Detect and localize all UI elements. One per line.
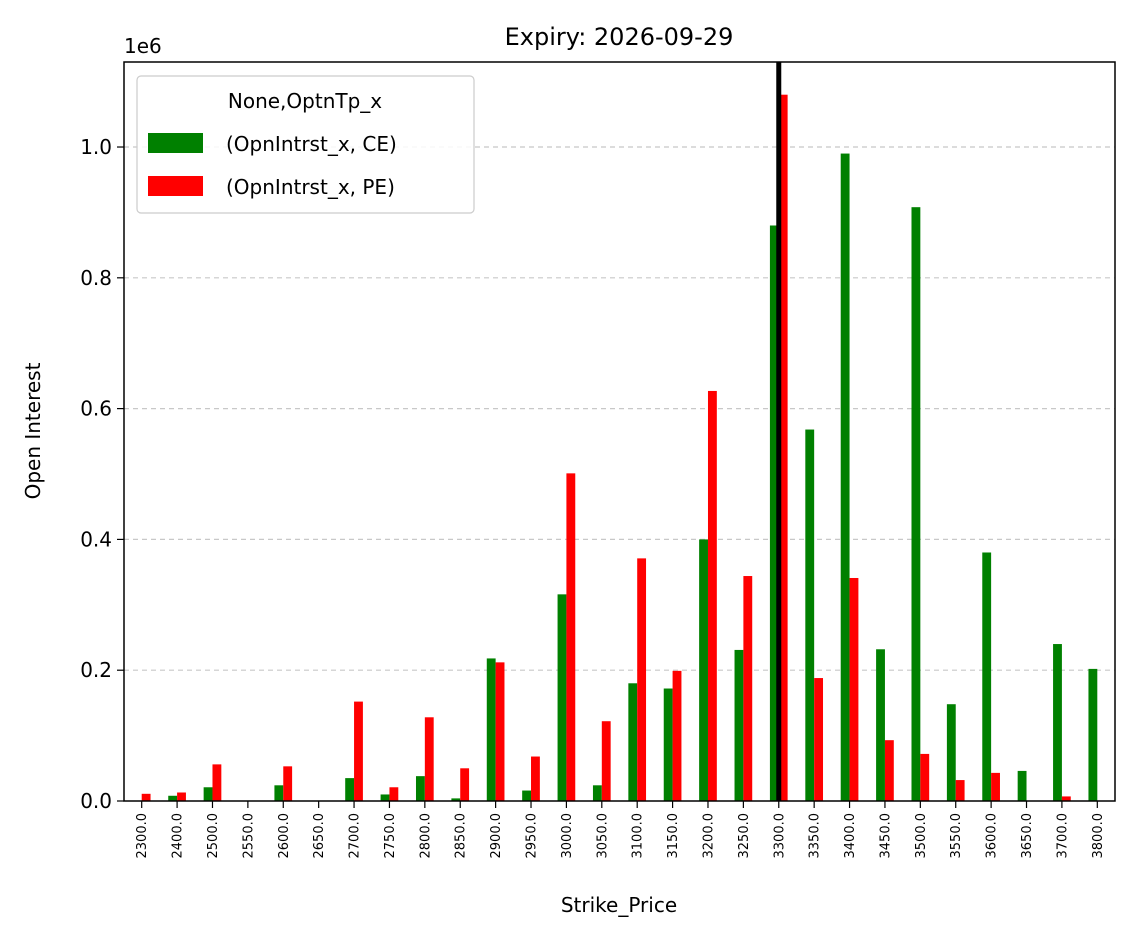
legend-label-pe: (OpnIntrst_x, PE) [226,175,395,199]
legend-box [136,75,475,214]
bar-pe-2500.0 [212,764,222,801]
x-tick-label: 3700.0 [1055,813,1070,859]
x-tick-label: 3600.0 [985,813,1000,859]
bar-ce-2800.0 [415,776,425,801]
bar-ce-2950.0 [522,790,532,801]
y-tick-label: 0.6 [80,397,112,421]
x-tick-label: 3000.0 [560,813,575,859]
y-tick-label: 0.4 [80,527,112,551]
bar-pe-3300.0 [778,94,788,802]
bar-pe-3250.0 [743,576,753,801]
bar-ce-3000.0 [557,594,567,801]
bar-ce-3100.0 [628,683,638,801]
bar-ce-3800.0 [1088,668,1098,801]
bar-ce-2750.0 [380,794,390,801]
y-tick-label: 1.0 [80,135,112,159]
x-tick-label: 3200.0 [701,813,716,859]
bar-ce-3050.0 [592,785,602,801]
bar-pe-2400.0 [177,792,186,801]
bar-pe-2700.0 [354,701,363,801]
bar-pe-3500.0 [920,753,930,801]
x-tick-label: 2850.0 [454,813,469,859]
x-tick-label: 3350.0 [808,813,823,859]
x-tick-label: 3250.0 [737,813,752,859]
bar-ce-3300.0 [769,225,779,801]
bars [141,94,1098,802]
chart-title: Expiry: 2026-09-29 [505,23,734,51]
y-tick-label: 0.0 [80,789,112,813]
y-axis-label: Open Interest [21,362,45,499]
bar-ce-2500.0 [203,787,213,801]
bar-pe-2750.0 [389,787,399,801]
bar-pe-2850.0 [460,768,470,801]
bar-ce-2700.0 [345,778,355,801]
bar-ce-3350.0 [805,429,815,801]
bar-ce-3700.0 [1053,644,1062,801]
bar-ce-2400.0 [168,795,178,801]
bar-pe-2600.0 [283,766,293,801]
x-tick-label: 2400.0 [171,813,186,859]
x-tick-label: 2600.0 [277,813,292,859]
legend-swatch-ce [148,133,203,153]
x-tick-label: 2800.0 [418,813,433,859]
bar-ce-3400.0 [840,153,850,802]
bar-ce-3550.0 [946,704,956,801]
x-tick-label: 3400.0 [843,813,858,859]
bar-pe-3050.0 [601,721,611,801]
bar-ce-3150.0 [663,688,673,801]
x-tick-label: 2650.0 [312,813,327,859]
plot-frame [123,61,1116,802]
bar-ce-3500.0 [911,207,921,801]
legend-swatch-pe [148,176,203,196]
y-axis: 0.0 0.2 0.4 0.6 0.8 1.0 [80,135,124,813]
x-tick-label: 2550.0 [241,813,256,859]
x-tick-label: 2700.0 [348,813,363,859]
bar-ce-3600.0 [982,552,992,801]
bar-pe-2950.0 [531,756,540,801]
bar-pe-3550.0 [955,780,965,801]
x-tick-label: 3150.0 [666,813,681,859]
bar-ce-3250.0 [734,649,744,801]
legend-label-ce: (OpnIntrst_x, CE) [226,132,397,156]
legend-title: None,OptnTp_x [228,89,382,113]
bar-pe-3350.0 [814,678,824,801]
bar-pe-3150.0 [672,670,682,801]
bar-ce-3650.0 [1017,770,1027,801]
y-tick-label: 0.8 [80,266,112,290]
legend: None,OptnTp_x (OpnIntrst_x, CE) (OpnIntr… [136,75,475,214]
x-tick-label: 2750.0 [383,813,398,859]
bar-pe-3000.0 [566,473,576,801]
y-tick-label: 0.2 [80,658,112,682]
x-axis: 2300.0 2400.0 2500.0 2550.0 2600.0 2650.0 2700… [135,801,1106,859]
bar-ce-3200.0 [699,539,708,801]
bar-pe-3100.0 [637,558,647,801]
bar-pe-2800.0 [424,717,434,801]
bar-pe-3700.0 [1061,796,1071,801]
bar-pe-3200.0 [707,390,717,801]
x-tick-label: 2950.0 [525,813,540,859]
x-tick-label: 3300.0 [772,813,787,859]
x-tick-label: 3450.0 [878,813,893,859]
x-tick-label: 2300.0 [135,813,150,859]
bar-pe-3400.0 [849,577,859,801]
x-tick-label: 3800.0 [1091,813,1106,859]
x-tick-label: 2500.0 [206,813,221,859]
x-tick-label: 3550.0 [949,813,964,859]
bar-ce-2900.0 [486,658,496,801]
x-axis-label: Strike_Price [561,893,677,917]
x-tick-label: 3650.0 [1020,813,1035,859]
bar-pe-3600.0 [991,772,1000,801]
x-tick-label: 3500.0 [914,813,929,859]
bar-pe-3450.0 [884,740,894,801]
bar-pe-2300.0 [141,793,151,801]
bar-ce-2600.0 [274,785,284,801]
bar-ce-3450.0 [876,649,885,801]
bar-pe-2900.0 [495,662,505,801]
x-tick-label: 3050.0 [595,813,610,859]
bar-ce-2850.0 [451,798,461,801]
x-tick-label: 2900.0 [489,813,504,859]
x-tick-label: 3100.0 [631,813,646,859]
y-axis-offset-label: 1e6 [124,34,162,58]
